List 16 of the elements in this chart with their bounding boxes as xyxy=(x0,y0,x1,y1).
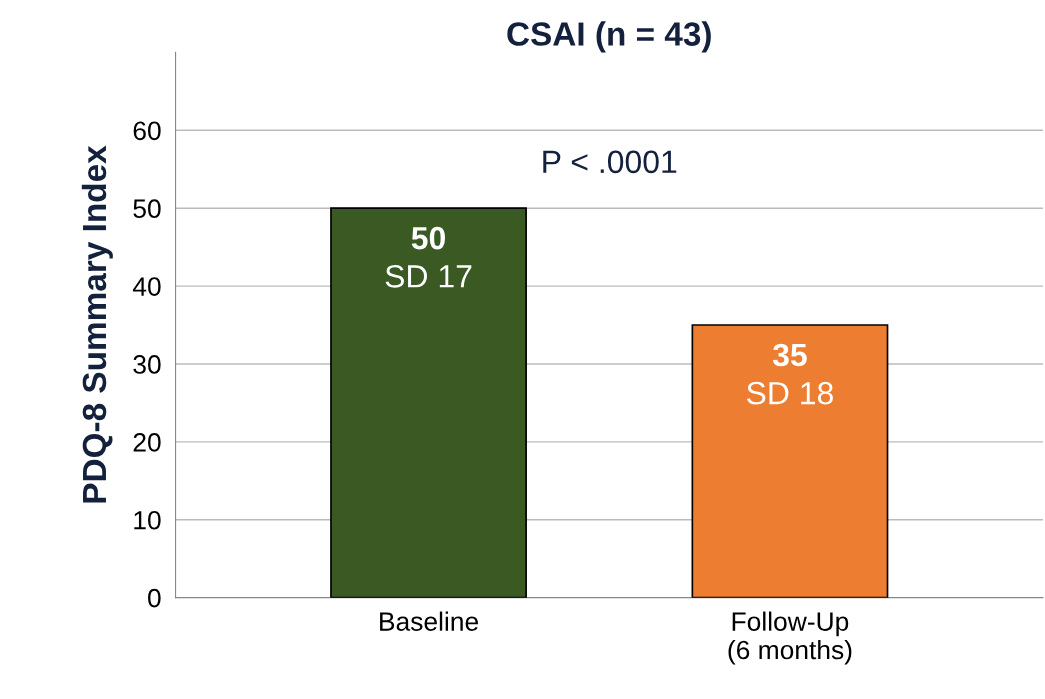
data-label: 50 xyxy=(411,226,445,250)
y-axis-title: PDQ-8 Summary Index xyxy=(81,145,113,503)
y-tick-label: 40 xyxy=(132,277,161,296)
y-tick-label: 0 xyxy=(148,588,161,608)
y-tick-label: 60 xyxy=(133,121,161,141)
annotation: SD 17 xyxy=(385,265,472,288)
annotation: SD 18 xyxy=(747,381,833,405)
x-tick-label: Baseline xyxy=(380,611,478,631)
y-tick-label: 10 xyxy=(134,510,161,530)
data-label: 35 xyxy=(772,343,807,367)
y-tick-label: 30 xyxy=(133,355,161,374)
x-tick-label: Follow-Up (6 months) xyxy=(728,611,852,665)
y-tick-label: 20 xyxy=(133,433,161,452)
annotation: P < .0001 xyxy=(543,150,677,174)
chart-title: CSAI (n = 43) xyxy=(507,21,711,53)
y-tick-label: 50 xyxy=(133,199,161,219)
